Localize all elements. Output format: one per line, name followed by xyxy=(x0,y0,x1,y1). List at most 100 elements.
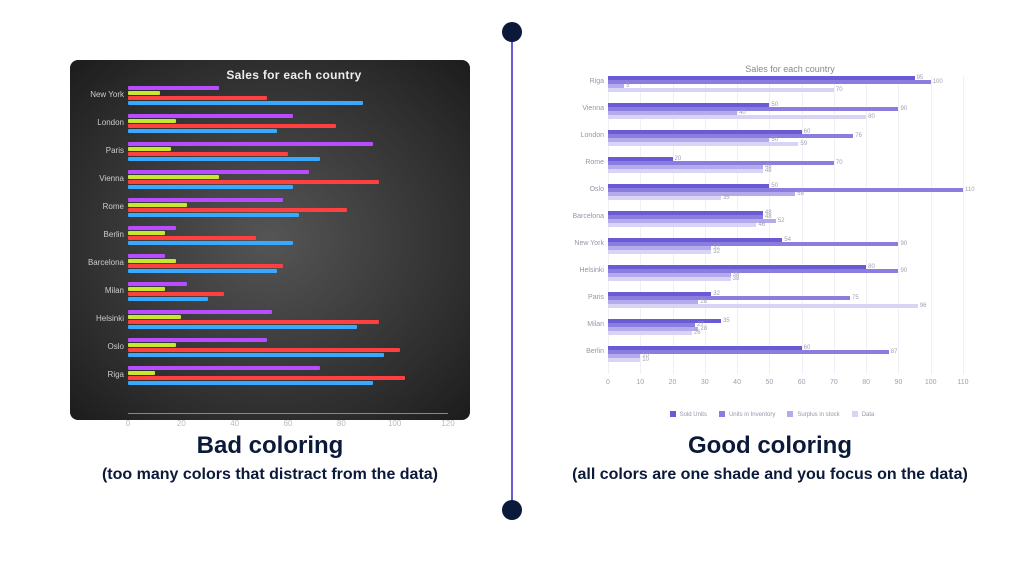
bad-chart-panel: Sales for each country New YorkLondonPar… xyxy=(70,60,470,420)
good-value-label: 35 xyxy=(723,318,730,324)
bad-bar xyxy=(128,147,171,151)
bad-bar xyxy=(128,325,357,329)
good-category-label: New York xyxy=(564,240,604,247)
good-bar xyxy=(608,169,763,173)
good-bar xyxy=(608,304,918,308)
good-bar xyxy=(608,350,889,354)
bad-bar xyxy=(128,343,176,347)
good-xtick: 100 xyxy=(925,379,937,386)
bad-bar xyxy=(128,86,219,90)
good-xtick: 10 xyxy=(636,379,644,386)
bad-xtick: 80 xyxy=(337,419,346,428)
good-value-label: 90 xyxy=(900,106,907,112)
good-chart-title: Sales for each country xyxy=(608,64,972,74)
good-value-label: 58 xyxy=(797,191,804,197)
bad-bar xyxy=(128,292,224,296)
good-bar xyxy=(608,358,640,362)
legend-item: Units in Inventory xyxy=(715,412,775,418)
good-value-label: 90 xyxy=(900,241,907,247)
bad-bar xyxy=(128,129,277,133)
bad-bar xyxy=(128,170,309,174)
legend-swatch xyxy=(719,411,725,417)
bad-bar xyxy=(128,376,405,380)
bad-bar xyxy=(128,208,347,212)
bad-category-label: Milan xyxy=(76,286,124,295)
bad-bar xyxy=(128,180,379,184)
bad-bar xyxy=(128,124,336,128)
good-bar xyxy=(608,331,692,335)
good-xtick: 80 xyxy=(862,379,870,386)
good-bar xyxy=(608,142,798,146)
bad-category-label: Helsinki xyxy=(76,314,124,323)
good-xtick: 90 xyxy=(895,379,903,386)
bad-chart-xaxis: 020406080100120 xyxy=(128,413,448,414)
bad-bar xyxy=(128,152,288,156)
bad-category-label: Vienna xyxy=(76,174,124,183)
bad-bar xyxy=(128,297,208,301)
bad-bar xyxy=(128,310,272,314)
bad-xtick: 20 xyxy=(177,419,186,428)
bad-bar xyxy=(128,142,373,146)
good-value-label: 90 xyxy=(900,268,907,274)
bad-bar xyxy=(128,203,187,207)
bad-bar xyxy=(128,114,293,118)
good-gridline xyxy=(866,76,867,374)
bad-bar xyxy=(128,236,256,240)
bad-chart-title: Sales for each country xyxy=(128,68,460,82)
legend-item: Surplus in stock xyxy=(783,412,839,418)
divider-line xyxy=(511,32,513,510)
good-value-label: 59 xyxy=(800,141,807,147)
bad-category-label: Barcelona xyxy=(76,258,124,267)
good-value-label: 48 xyxy=(765,168,772,174)
good-gridline xyxy=(963,76,964,374)
bad-category-label: London xyxy=(76,118,124,127)
bad-bar xyxy=(128,320,379,324)
bad-bar xyxy=(128,241,293,245)
good-chart-panel: Sales for each country 01020304050607080… xyxy=(560,60,980,420)
legend-item: Data xyxy=(848,412,875,418)
good-value-label: 87 xyxy=(891,349,898,355)
good-value-label: 52 xyxy=(778,218,785,224)
bad-caption: Bad coloring (too many colors that distr… xyxy=(70,432,470,486)
bad-bar xyxy=(128,366,320,370)
good-chart-legend: Sold UnitsUnits in InventorySurplus in s… xyxy=(560,411,980,418)
bad-caption-sub: (too many colors that distract from the … xyxy=(70,464,470,486)
good-chart-plot: 0102030405060708090100110Riga95100570Vie… xyxy=(608,76,963,374)
bad-bar xyxy=(128,157,320,161)
good-category-label: Helsinki xyxy=(564,267,604,274)
good-xtick: 20 xyxy=(669,379,677,386)
good-category-label: Berlin xyxy=(564,348,604,355)
bad-bar xyxy=(128,315,181,319)
good-category-label: London xyxy=(564,132,604,139)
good-category-label: Riga xyxy=(564,78,604,85)
good-value-label: 96 xyxy=(920,303,927,309)
bad-xtick: 40 xyxy=(230,419,239,428)
good-value-label: 110 xyxy=(965,187,975,193)
bad-bar xyxy=(128,198,283,202)
bad-bar xyxy=(128,381,373,385)
good-value-label: 35 xyxy=(723,195,730,201)
good-bar xyxy=(608,250,711,254)
good-category-label: Paris xyxy=(564,294,604,301)
bad-xtick: 100 xyxy=(388,419,401,428)
good-gridline xyxy=(802,76,803,374)
legend-swatch xyxy=(787,411,793,417)
bad-category-label: Berlin xyxy=(76,230,124,239)
good-category-label: Barcelona xyxy=(564,213,604,220)
bad-chart: Sales for each country New YorkLondonPar… xyxy=(70,60,470,420)
good-xtick: 40 xyxy=(733,379,741,386)
good-xtick: 50 xyxy=(765,379,773,386)
bad-category-label: Oslo xyxy=(76,342,124,351)
good-value-label: 38 xyxy=(733,276,740,282)
bad-chart-plot: New YorkLondonParisViennaRomeBerlinBarce… xyxy=(128,86,448,390)
good-bar xyxy=(608,80,931,84)
bad-bar xyxy=(128,231,165,235)
good-caption-title: Good coloring xyxy=(550,432,990,460)
good-xtick: 30 xyxy=(701,379,709,386)
good-gridline xyxy=(834,76,835,374)
bad-bar xyxy=(128,348,400,352)
bad-xtick: 120 xyxy=(441,419,454,428)
good-value-label: 46 xyxy=(758,222,765,228)
divider-dot-bottom xyxy=(502,500,522,520)
bad-category-label: Rome xyxy=(76,202,124,211)
